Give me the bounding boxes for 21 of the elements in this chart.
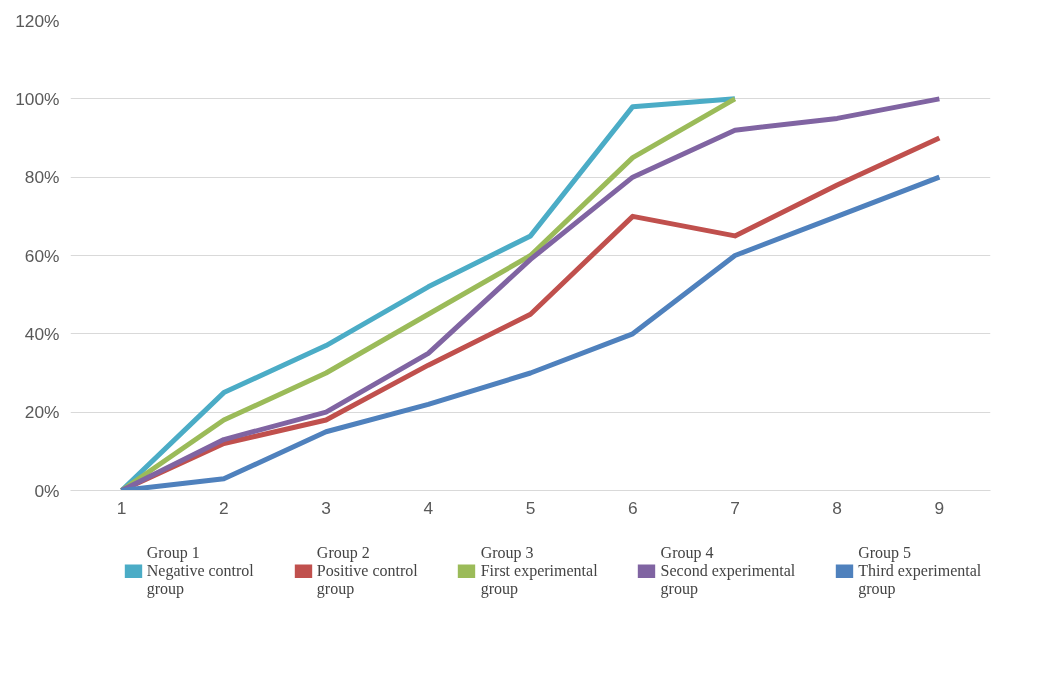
legend-label: Group 5 Third experimental group xyxy=(858,544,982,598)
x-tick-label: 6 xyxy=(627,497,638,518)
y-tick-label: 120% xyxy=(15,10,60,31)
y-tick-label: 60% xyxy=(24,245,60,266)
legend-label: Group 1 Negative control group xyxy=(146,544,254,598)
legend-label: Group 4 Second experimental group xyxy=(660,544,796,598)
x-tick-label: 5 xyxy=(525,497,536,518)
x-tick-label: 1 xyxy=(116,497,127,518)
x-tick-label: 9 xyxy=(934,497,945,518)
x-tick-label: 7 xyxy=(730,497,740,518)
x-tick-label: 8 xyxy=(832,497,842,518)
y-tick-label: 0% xyxy=(34,480,60,501)
y-tick-label: 100% xyxy=(15,88,60,109)
x-tick-label: 4 xyxy=(423,497,434,518)
legend-label: Group 2 Positive control group xyxy=(316,544,418,598)
y-tick-label: 80% xyxy=(24,167,60,188)
y-tick-label: 40% xyxy=(24,323,60,344)
legend-label: Group 3 First experimental group xyxy=(480,544,598,598)
x-tick-label: 3 xyxy=(321,497,331,518)
y-tick-label: 20% xyxy=(24,402,60,423)
x-tick-label: 2 xyxy=(219,497,229,518)
